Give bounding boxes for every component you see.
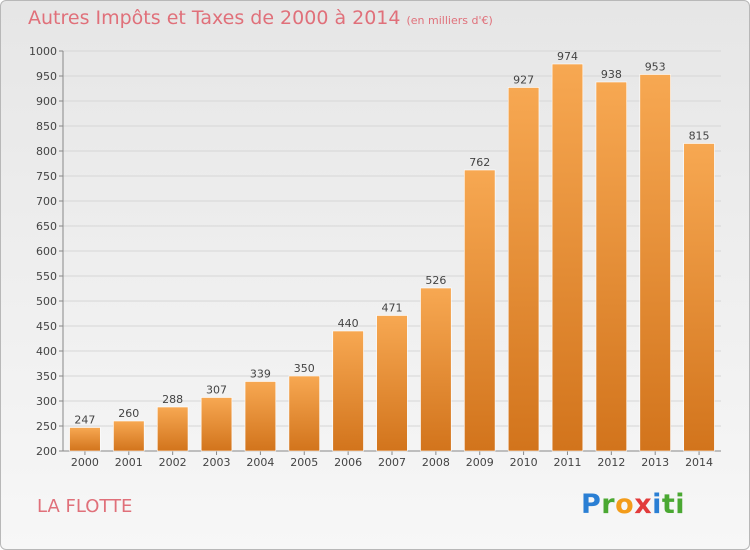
- y-tick-label: 550: [36, 270, 57, 283]
- bar: [113, 420, 145, 452]
- value-label: 440: [338, 317, 359, 330]
- x-tick-labels: 2000 2001 2002 2003 2004 2005 2006 2007 2008 2009…: [71, 456, 713, 469]
- y-tick-label: 300: [36, 395, 57, 408]
- bar: [69, 427, 101, 452]
- y-tick-label: 250: [36, 420, 57, 433]
- value-label: 339: [250, 368, 271, 381]
- bar: [639, 74, 671, 452]
- x-tick-label: 2008: [422, 456, 450, 469]
- value-label: 974: [557, 50, 578, 63]
- bar: [200, 397, 233, 452]
- y-tick-label: 650: [36, 220, 57, 233]
- value-label: 953: [645, 61, 666, 74]
- value-label: 471: [382, 302, 403, 315]
- value-label: 762: [469, 156, 490, 169]
- value-label: 927: [513, 74, 534, 87]
- logo-letter: x: [634, 489, 653, 520]
- y-tick-label: 600: [36, 245, 57, 258]
- logo-letter: o: [615, 489, 635, 520]
- x-tick-label: 2004: [246, 456, 274, 469]
- bar: [595, 81, 627, 452]
- x-tick-label: 2013: [641, 456, 669, 469]
- value-label: 307: [206, 384, 227, 397]
- chart-title: Autres Impôts et Taxes de 2000 à 2014 (en…: [28, 7, 493, 29]
- bar: [288, 375, 320, 452]
- y-tick-label: 500: [36, 295, 57, 308]
- bar: [551, 63, 584, 452]
- bar: [157, 406, 189, 452]
- value-label: 526: [425, 274, 446, 287]
- value-label: 815: [689, 130, 710, 143]
- y-tick-label: 850: [36, 120, 57, 133]
- chart-title-text: Autres Impôts et Taxes de 2000 à 2014: [28, 7, 401, 29]
- y-tick-label: 1000: [29, 45, 57, 58]
- y-tick-label: 700: [36, 195, 57, 208]
- x-tick-label: 2009: [466, 456, 494, 469]
- logo-letter: r: [601, 489, 616, 520]
- x-tick-label: 2007: [378, 456, 406, 469]
- x-tick-label: 2010: [510, 456, 538, 469]
- chart-subtitle: (en milliers d'€): [406, 14, 493, 27]
- bar: [376, 315, 408, 452]
- y-tick-label: 200: [36, 445, 57, 458]
- value-label: 247: [74, 414, 95, 427]
- y-tick-label: 350: [36, 370, 57, 383]
- logo-letter: ti: [661, 489, 686, 520]
- bar: [420, 287, 452, 452]
- x-tick-label: 2005: [290, 456, 318, 469]
- x-tick-label: 2006: [334, 456, 362, 469]
- y-tick-label: 900: [36, 95, 57, 108]
- bars: [69, 63, 715, 452]
- bar: [683, 143, 715, 452]
- value-label: 288: [162, 393, 183, 406]
- x-tick-label: 2012: [597, 456, 625, 469]
- value-labels: 247 260 288 307 339 350 440 471 526 762 927 974 938 9…: [74, 50, 709, 427]
- proxiti-logo: Proxiti: [581, 489, 685, 520]
- bar: [332, 330, 364, 452]
- city-name: LA FLOTTE: [37, 496, 133, 517]
- value-label: 260: [118, 407, 139, 420]
- logo-letter: P: [581, 489, 602, 520]
- y-tick-label: 450: [36, 320, 57, 333]
- y-tick-label: 950: [36, 70, 57, 83]
- logo-letter: i: [652, 489, 662, 520]
- x-tick-label: 2000: [71, 456, 99, 469]
- y-tick-label: 750: [36, 170, 57, 183]
- x-tick-label: 2011: [553, 456, 581, 469]
- bar: [507, 87, 540, 452]
- value-label: 938: [601, 68, 622, 81]
- x-tick-label: 2014: [685, 456, 713, 469]
- value-label: 350: [294, 362, 315, 375]
- y-tick-label: 800: [36, 145, 57, 158]
- x-tick-label: 2003: [203, 456, 231, 469]
- bar: [244, 381, 277, 452]
- bar: [464, 169, 496, 452]
- y-tick-labels: 200 250 300 350 400 450 500 550 600 650 700 750 800 8…: [29, 45, 57, 458]
- x-tick-label: 2002: [159, 456, 187, 469]
- y-tick-label: 400: [36, 345, 57, 358]
- x-tick-label: 2001: [115, 456, 143, 469]
